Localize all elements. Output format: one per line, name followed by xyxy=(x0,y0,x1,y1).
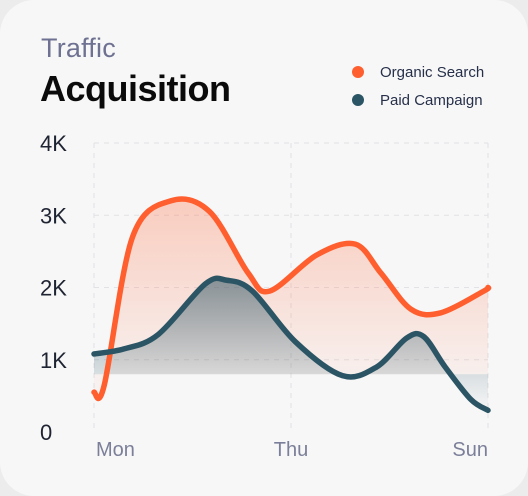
series-lines xyxy=(91,196,492,414)
y-tick-label: 0 xyxy=(40,420,52,445)
legend-item-organic[interactable]: Organic Search xyxy=(352,58,484,86)
legend-item-paid[interactable]: Paid Campaign xyxy=(352,86,484,114)
series-areas xyxy=(94,198,489,411)
legend-dot-organic xyxy=(352,66,364,78)
chart-title: Acquisition xyxy=(40,68,231,109)
x-axis-ticks: Mon Thu Sun xyxy=(96,439,488,461)
series-line-organic[interactable] xyxy=(91,196,492,402)
legend-dot-paid xyxy=(352,94,364,106)
legend-label-organic: Organic Search xyxy=(380,63,485,81)
area-fill-paid xyxy=(94,278,488,411)
x-tick-label: Thu xyxy=(274,439,308,461)
y-tick-label: 4K xyxy=(40,131,67,156)
chart-subtitle: Traffic xyxy=(41,33,116,63)
y-tick-label: 2K xyxy=(40,276,67,301)
x-tick-label: Sun xyxy=(452,439,488,461)
series-line-paid[interactable] xyxy=(91,275,491,414)
x-tick-label: Mon xyxy=(96,439,135,461)
y-tick-label: 1K xyxy=(40,348,67,373)
y-axis-ticks: 0 1K 2K 3K 4K xyxy=(40,131,67,445)
legend-label-paid: Paid Campaign xyxy=(380,91,483,109)
y-tick-label: 3K xyxy=(40,203,67,228)
chart-legend: Organic Search Paid Campaign xyxy=(352,58,484,114)
